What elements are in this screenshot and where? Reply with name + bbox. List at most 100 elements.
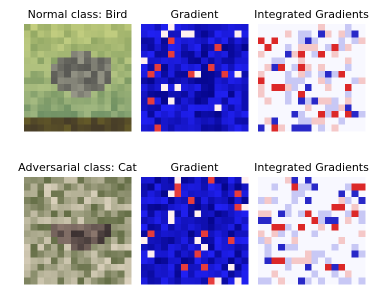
pixel — [345, 71, 352, 78]
pixel — [305, 51, 312, 58]
pixel — [98, 264, 105, 271]
pixel — [118, 78, 125, 85]
pixel — [188, 224, 195, 231]
pixel — [305, 237, 312, 244]
pixel — [91, 231, 98, 238]
pixel — [124, 177, 131, 184]
pixel — [352, 224, 359, 231]
pixel — [154, 184, 161, 191]
pixel — [352, 57, 359, 64]
pixel — [332, 104, 339, 111]
pixel — [188, 257, 195, 264]
pixel — [258, 31, 265, 38]
pixel — [148, 177, 155, 184]
pixel — [57, 264, 64, 271]
pixel — [161, 91, 168, 98]
pixel — [154, 231, 161, 238]
pixel — [195, 244, 202, 251]
pixel — [148, 197, 155, 204]
pixel — [241, 177, 248, 184]
pixel — [325, 210, 332, 217]
pixel — [188, 264, 195, 271]
pixel — [24, 177, 31, 184]
pixel — [235, 98, 242, 105]
pixel — [51, 104, 58, 111]
pixel — [98, 184, 105, 191]
pixel — [124, 84, 131, 91]
pixel — [154, 271, 161, 278]
pixel — [141, 277, 148, 284]
pixel — [291, 51, 298, 58]
pixel — [98, 217, 105, 224]
pixel — [291, 177, 298, 184]
pixel — [215, 124, 222, 131]
pixel — [141, 91, 148, 98]
pixel — [271, 111, 278, 118]
pixel — [312, 264, 319, 271]
pixel — [78, 277, 85, 284]
pixel — [78, 237, 85, 244]
pixel — [91, 91, 98, 98]
pixel — [318, 37, 325, 44]
pixel — [215, 31, 222, 38]
pixel — [208, 118, 215, 125]
pixel — [271, 37, 278, 44]
pixel — [44, 51, 51, 58]
pixel — [195, 104, 202, 111]
pixel — [51, 224, 58, 231]
pixel — [221, 57, 228, 64]
pixel — [285, 204, 292, 211]
pixel — [78, 118, 85, 125]
pixel — [118, 237, 125, 244]
pixel — [71, 98, 78, 105]
pixel — [285, 177, 292, 184]
pixel — [338, 51, 345, 58]
pixel — [195, 78, 202, 85]
pixel — [24, 210, 31, 217]
pixel — [258, 118, 265, 125]
pixel — [104, 231, 111, 238]
pixel — [291, 98, 298, 105]
pixel — [111, 118, 118, 125]
pixel — [181, 51, 188, 58]
pixel — [285, 24, 292, 31]
pixel — [352, 84, 359, 91]
pixel — [24, 44, 31, 51]
panel-title: Normal class: Bird — [28, 8, 128, 21]
pixel — [31, 37, 38, 44]
pixel — [31, 184, 38, 191]
pixel — [235, 184, 242, 191]
pixel — [312, 24, 319, 31]
pixel — [258, 64, 265, 71]
pixel — [241, 237, 248, 244]
pixel — [228, 204, 235, 211]
pixel — [84, 118, 91, 125]
pixel — [104, 31, 111, 38]
pixel — [318, 104, 325, 111]
pixel — [235, 231, 242, 238]
pixel — [228, 190, 235, 197]
pixel — [148, 217, 155, 224]
pixel — [91, 124, 98, 131]
pixel — [358, 184, 365, 191]
pixel — [195, 210, 202, 217]
pixel — [241, 271, 248, 278]
pixel — [312, 51, 319, 58]
pixel — [174, 71, 181, 78]
pixel — [148, 204, 155, 211]
pixel — [148, 111, 155, 118]
pixel — [228, 118, 235, 125]
pixel — [298, 264, 305, 271]
pixel — [228, 231, 235, 238]
pixel — [24, 78, 31, 85]
pixel — [338, 24, 345, 31]
pixel — [168, 264, 175, 271]
pixel — [291, 64, 298, 71]
pixel — [78, 257, 85, 264]
pixel — [98, 177, 105, 184]
pixel — [91, 64, 98, 71]
pixel — [285, 264, 292, 271]
pixel — [305, 204, 312, 211]
pixel — [111, 57, 118, 64]
pixel — [265, 177, 272, 184]
